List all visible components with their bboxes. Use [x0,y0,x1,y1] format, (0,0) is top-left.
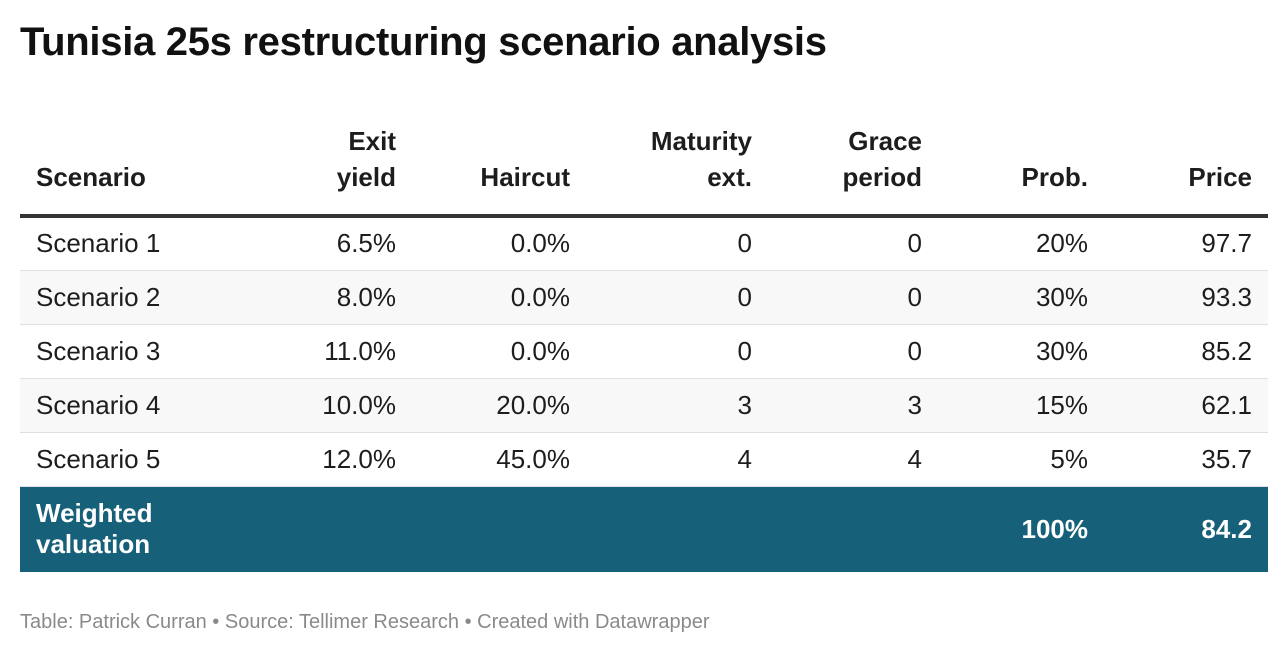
cell-exit-yield: 8.0% [210,270,412,325]
cell-prob: 5% [938,432,1104,487]
table-row: Scenario 1 6.5% 0.0% 0 0 20% 97.7 [20,216,1268,271]
cell-grace-period: 0 [768,324,938,379]
cell-maturity-ext: 0 [586,216,768,271]
column-header-price: Price [1104,123,1268,218]
column-header-line: period [842,162,922,192]
cell-grace-period: 0 [768,216,938,271]
cell-haircut: 0.0% [412,324,586,379]
total-empty-cell [210,486,412,572]
column-header-line: Grace [848,126,922,156]
cell-prob: 30% [938,324,1104,379]
total-empty-cell [586,486,768,572]
cell-exit-yield: 6.5% [210,216,412,271]
total-label-line: valuation [36,529,151,560]
cell-scenario: Scenario 3 [20,324,210,379]
cell-scenario: Scenario 4 [20,378,210,433]
scenario-table: Scenario Exit yield Haircut Maturity ext. Grac… [20,123,1268,572]
column-header-line: yield [336,162,396,192]
table-row: Scenario 5 12.0% 45.0% 4 4 5% 35.7 [20,432,1268,487]
cell-prob: 30% [938,270,1104,325]
table-row: Scenario 4 10.0% 20.0% 3 3 15% 62.1 [20,378,1268,433]
cell-haircut: 0.0% [412,270,586,325]
cell-scenario: Scenario 1 [20,216,210,271]
total-label-line: Weighted [36,498,153,529]
cell-exit-yield: 12.0% [210,432,412,487]
cell-grace-period: 3 [768,378,938,433]
cell-maturity-ext: 3 [586,378,768,433]
cell-maturity-ext: 0 [586,324,768,379]
cell-maturity-ext: 4 [586,432,768,487]
chart-title: Tunisia 25s restructuring scenario analy… [20,20,827,64]
column-header-grace-period: Grace period [768,123,938,218]
column-header-line: Prob. [1021,162,1088,192]
table-header: Scenario Exit yield Haircut Maturity ext. Grac… [20,123,1268,218]
column-header-haircut: Haircut [412,123,586,218]
column-header-scenario: Scenario [20,123,210,218]
cell-price: 62.1 [1104,378,1268,433]
cell-prob: 15% [938,378,1104,433]
header-row: Scenario Exit yield Haircut Maturity ext. Grac… [20,123,1268,218]
column-header-line: Maturity [650,126,752,156]
cell-price: 97.7 [1104,216,1268,271]
cell-exit-yield: 10.0% [210,378,412,433]
total-row: Weighted valuation 100% 84.2 [20,486,1268,572]
column-header-line: Exit [348,126,396,156]
cell-haircut: 45.0% [412,432,586,487]
cell-grace-period: 4 [768,432,938,487]
column-header-line: Scenario [36,162,146,192]
table-total: Weighted valuation 100% 84.2 [20,486,1268,572]
cell-prob: 20% [938,216,1104,271]
column-header-line: ext. [707,162,752,192]
cell-price: 85.2 [1104,324,1268,379]
cell-haircut: 0.0% [412,216,586,271]
table-row: Scenario 3 11.0% 0.0% 0 0 30% 85.2 [20,324,1268,379]
cell-scenario: Scenario 5 [20,432,210,487]
total-empty-cell [412,486,586,572]
cell-haircut: 20.0% [412,378,586,433]
cell-grace-period: 0 [768,270,938,325]
column-header-prob: Prob. [938,123,1104,218]
cell-scenario: Scenario 2 [20,270,210,325]
table-body: Scenario 1 6.5% 0.0% 0 0 20% 97.7 Scenario 2 8.0… [20,216,1268,487]
column-header-exit-yield: Exit yield [210,123,412,218]
cell-price: 35.7 [1104,432,1268,487]
cell-maturity-ext: 0 [586,270,768,325]
chart-footer: Table: Patrick Curran • Source: Tellimer… [20,611,710,633]
cell-price: 93.3 [1104,270,1268,325]
total-empty-cell [768,486,938,572]
total-price: 84.2 [1104,486,1268,572]
table-row: Scenario 2 8.0% 0.0% 0 0 30% 93.3 [20,270,1268,325]
column-header-line: Price [1188,162,1252,192]
column-header-maturity-ext: Maturity ext. [586,123,768,218]
column-header-line: Haircut [480,162,570,192]
total-prob: 100% [938,486,1104,572]
cell-exit-yield: 11.0% [210,324,412,379]
total-label: Weighted valuation [20,486,210,572]
